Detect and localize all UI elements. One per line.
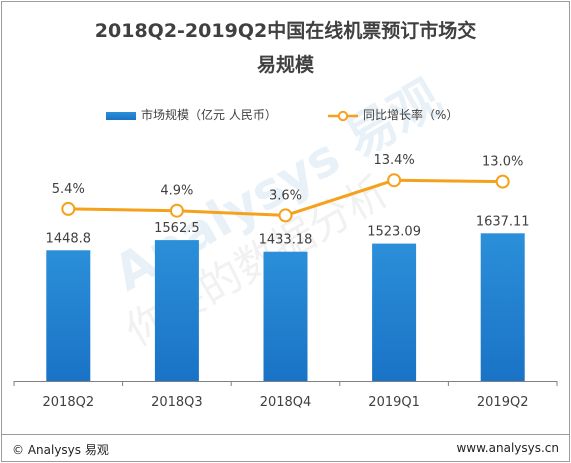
bar-2018Q4 — [263, 251, 308, 381]
growth-rate-marker-2019Q2 — [495, 174, 510, 189]
footer-copyright: © Analysys 易观 — [12, 443, 109, 457]
chart-title: 2018Q2-2019Q2中国在线机票预订市场交 易规模 — [2, 14, 569, 82]
bar-value-label: 1448.8 — [46, 231, 92, 246]
growth-rate-marker-2018Q4 — [278, 208, 293, 223]
bar-2019Q2 — [480, 233, 525, 381]
legend-bar-swatch — [106, 111, 136, 120]
growth-rate-label: 5.4% — [52, 182, 85, 197]
bar-2018Q2 — [46, 250, 91, 381]
chart-plot: 2018Q2 2018Q3 2018Q4 2019Q1 2019Q2 1448.8 1562… — [13, 153, 558, 410]
growth-rate-marker-2018Q2 — [61, 201, 76, 216]
growth-rate-label: 13.0% — [482, 155, 523, 170]
footer-website: www.analysys.cn — [456, 441, 559, 455]
bar-value-label: 1433.18 — [259, 233, 313, 248]
bar-value-label: 1637.11 — [476, 214, 530, 229]
legend-line-label: 同比增长率（%） — [363, 108, 459, 122]
growth-rate-label: 3.6% — [269, 188, 302, 203]
legend-bar-label: 市场规模（亿元 人民币） — [141, 108, 277, 122]
footer: © Analysys 易观 www.analysys.cn — [2, 434, 569, 461]
x-tick-label: 2019Q1 — [368, 395, 420, 410]
x-tick-label: 2018Q3 — [151, 395, 203, 410]
x-tick-label: 2018Q4 — [260, 395, 312, 410]
bar-value-label: 1523.09 — [367, 225, 421, 240]
growth-rate-label: 4.9% — [160, 184, 193, 199]
legend-item-line: 同比增长率（%） — [328, 105, 458, 125]
growth-rate-marker-2018Q3 — [169, 203, 184, 218]
legend-line-swatch — [328, 110, 358, 122]
legend: 市场规模（亿元 人民币） 同比增长率（%） — [2, 105, 569, 125]
growth-rate-label: 13.4% — [373, 153, 414, 168]
x-tick-label: 2018Q2 — [43, 395, 95, 410]
bar-2019Q1 — [372, 243, 417, 381]
chart-title-line-2: 易规模 — [256, 54, 314, 76]
bar-value-label: 1562.5 — [154, 221, 200, 236]
legend-item-bar: 市场规模（亿元 人民币） — [106, 105, 277, 125]
x-tick-label: 2019Q2 — [477, 395, 529, 410]
growth-rate-marker-2019Q1 — [387, 173, 402, 188]
chart-title-line-1: 2018Q2-2019Q2中国在线机票预订市场交 — [94, 20, 477, 42]
bar-2018Q3 — [154, 240, 199, 381]
